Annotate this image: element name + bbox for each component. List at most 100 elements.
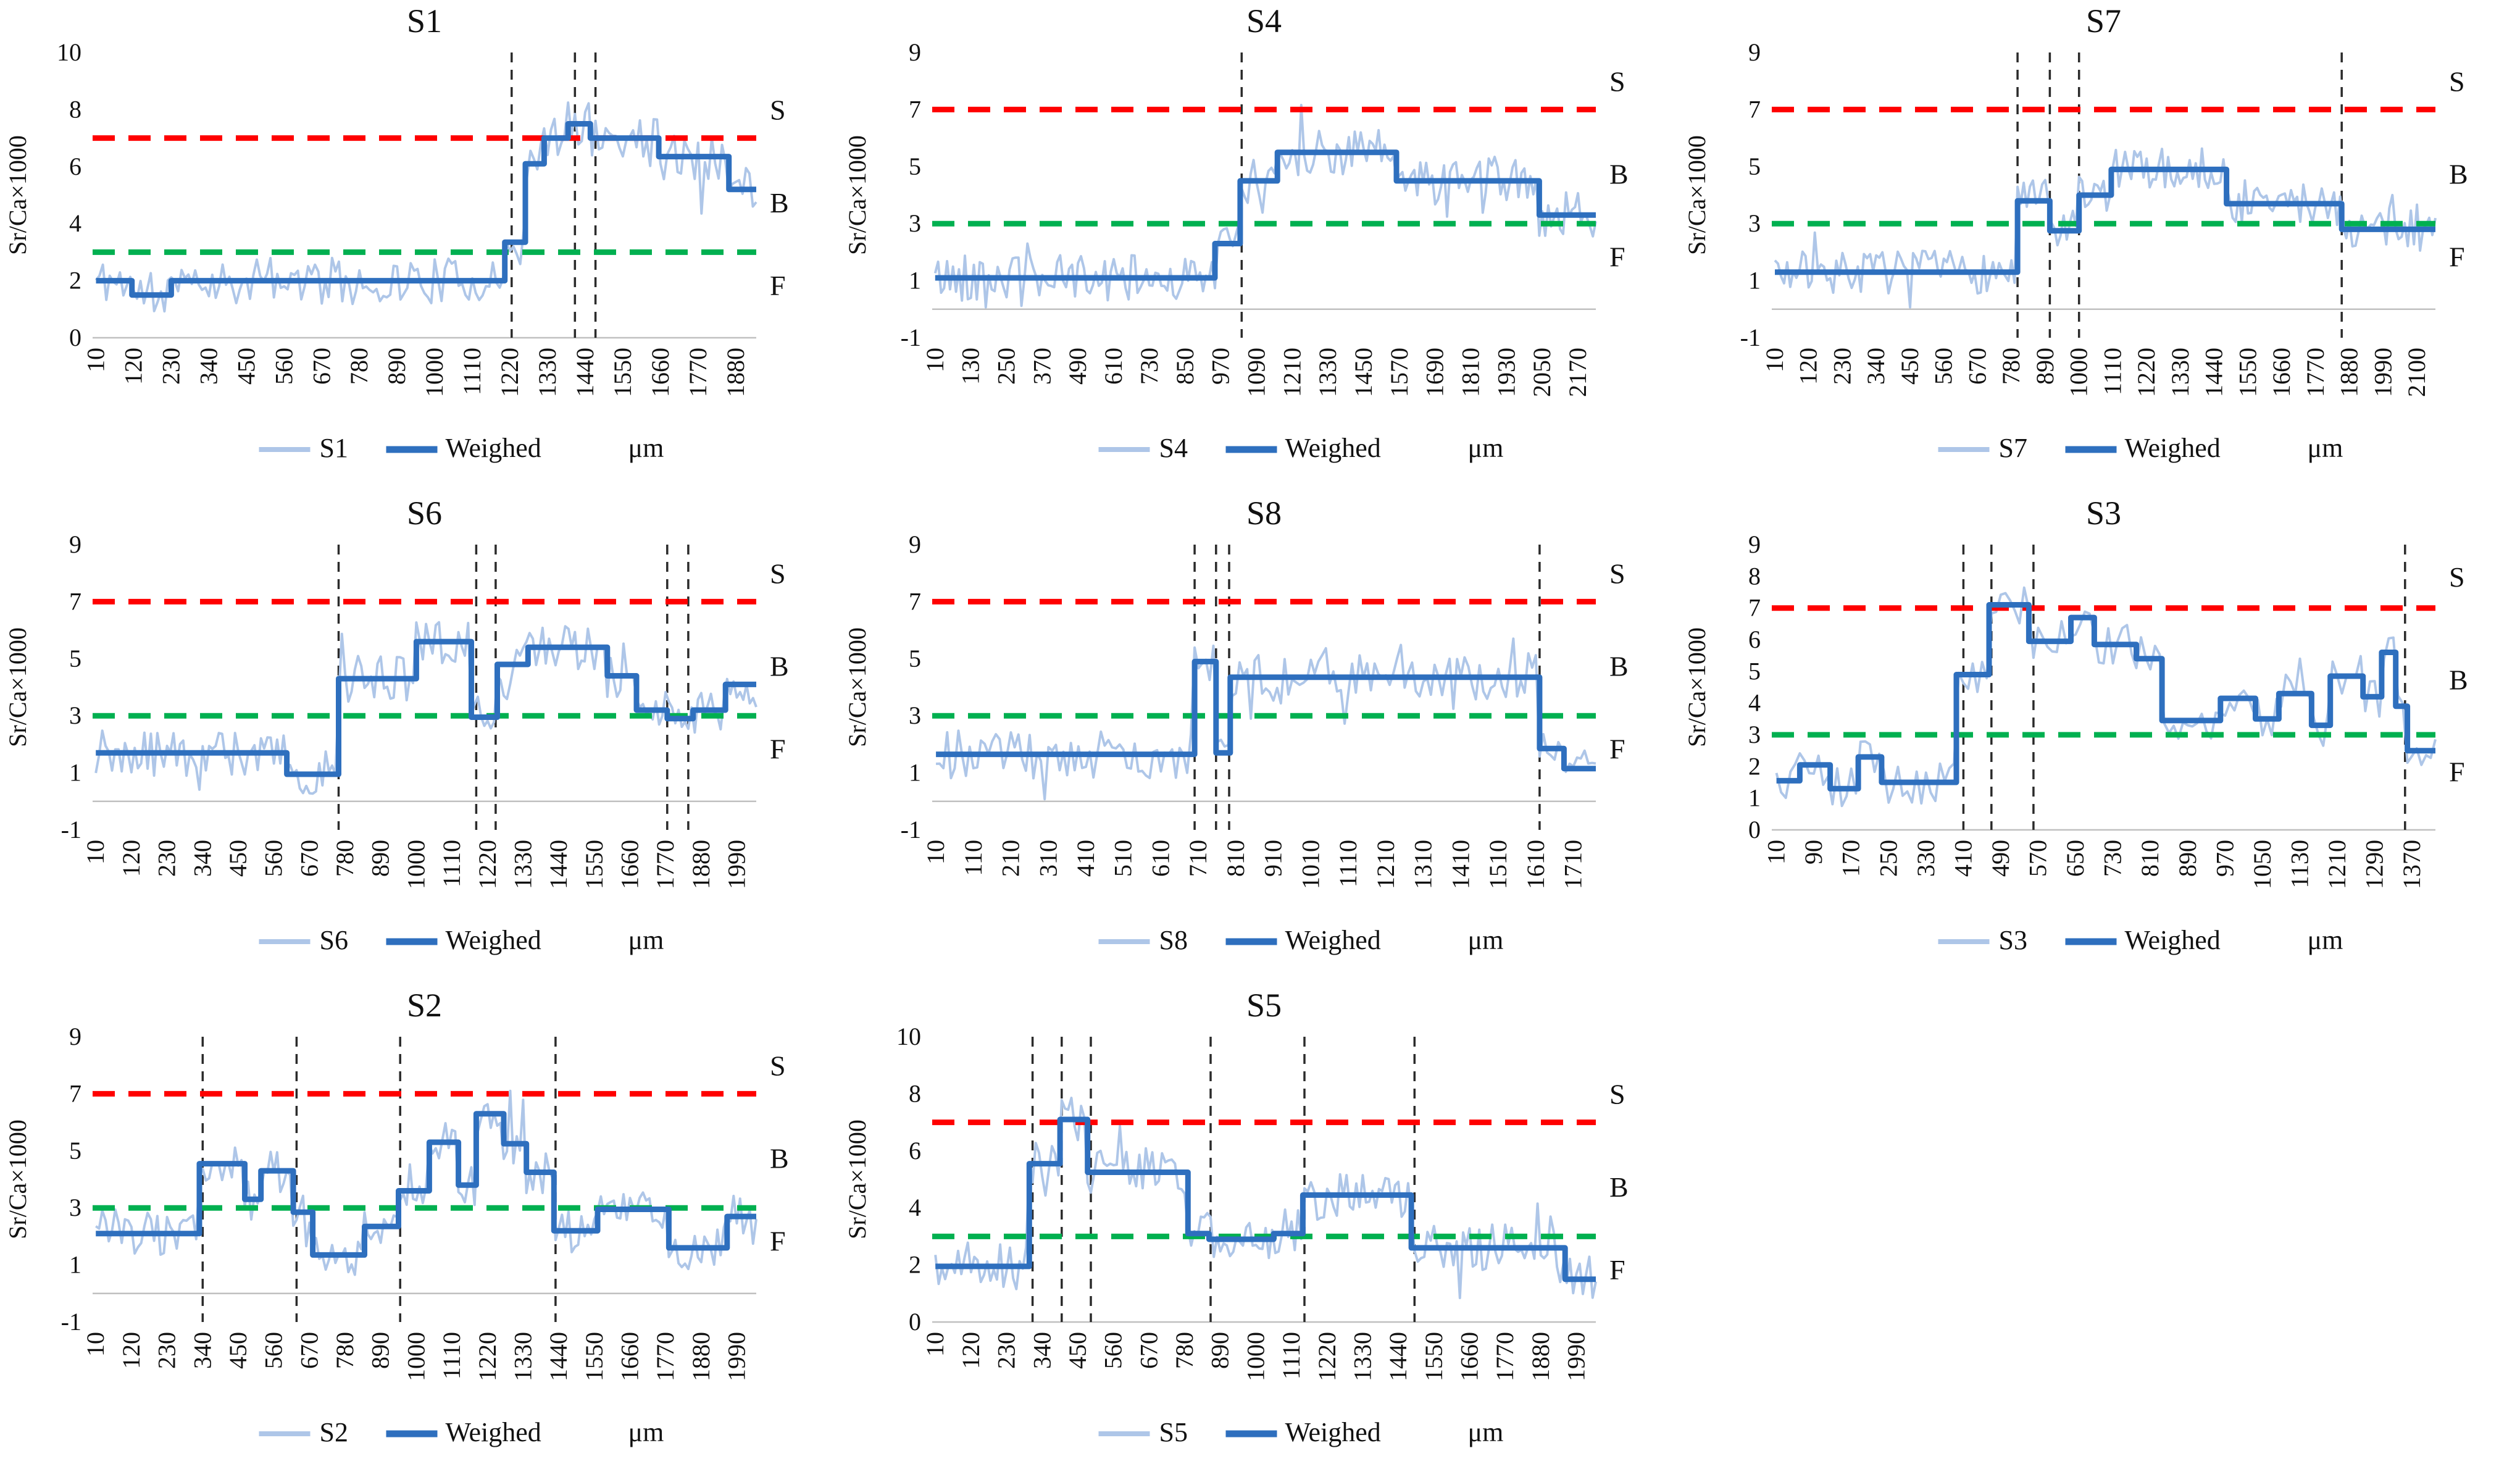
y-tick-label: 0 — [909, 1308, 921, 1336]
y-tick-label: 8 — [69, 95, 81, 123]
y-tick-label: 9 — [909, 38, 921, 66]
legend-raw-label: S8 — [1159, 925, 1188, 955]
zone-label-b: B — [1609, 651, 1629, 682]
x-tick-label: 1770 — [651, 840, 679, 889]
y-tick-label: 3 — [909, 209, 921, 237]
x-tick-label: 650 — [2061, 840, 2089, 877]
y-tick-label: 4 — [909, 1194, 921, 1221]
x-tick-label: 610 — [1147, 840, 1175, 877]
x-tick-label: 230 — [1829, 348, 1856, 385]
chart-title: S6 — [407, 495, 442, 532]
x-tick-label: 490 — [1064, 348, 1091, 385]
x-tick-label: 1310 — [1409, 840, 1437, 889]
raw-series-line — [1774, 147, 2437, 309]
x-tick-label: 1330 — [509, 1332, 536, 1381]
y-axis-label: Sr/Ca×1000 — [843, 1119, 871, 1239]
raw-series-line — [95, 1089, 757, 1276]
legend-raw-label: S3 — [1999, 925, 2027, 955]
x-tick-label: 1000 — [420, 348, 448, 397]
x-tick-label: 1000 — [1241, 1332, 1269, 1381]
x-tick-label: 1990 — [1562, 1332, 1590, 1381]
x-tick-label: 1330 — [2166, 348, 2194, 397]
x-tick-label: 670 — [295, 1332, 323, 1369]
chart-title: S1 — [407, 2, 442, 40]
x-tick-label: 670 — [307, 348, 335, 385]
zone-label-s: S — [1609, 1079, 1625, 1110]
x-tick-label: 1220 — [1313, 1332, 1341, 1381]
legend-raw-label: S1 — [320, 433, 348, 463]
raw-series-line — [1775, 586, 2437, 808]
x-tick-label: 1880 — [722, 348, 749, 397]
x-tick-label: 10 — [81, 1332, 109, 1357]
x-tick-label: 1110 — [438, 1332, 465, 1379]
x-tick-label: 1770 — [1491, 1332, 1519, 1381]
x-tick-label: 1370 — [2398, 840, 2426, 889]
weighed-series-line — [1776, 602, 2435, 792]
x-tick-label: 1440 — [544, 840, 572, 889]
y-tick-label: 5 — [1748, 153, 1761, 180]
x-tick-label: 780 — [345, 348, 373, 385]
y-tick-label: 3 — [1748, 209, 1761, 237]
zone-label-f: F — [2449, 756, 2465, 788]
legend-weighed-label: Weighed — [446, 925, 541, 955]
x-tick-label: 120 — [1795, 348, 1822, 385]
x-tick-label: 510 — [1109, 840, 1137, 877]
x-tick-label: 120 — [117, 1332, 145, 1369]
chart-svg-s4: S4 Sr/Ca×1000 -1 1 3 5 7 9 10 130 250 370 490 610 730 8… — [843, 2, 1629, 463]
x-tick-label: 1210 — [1372, 840, 1400, 889]
x-tick-label: 670 — [1963, 348, 1991, 385]
x-tick-label: 710 — [1184, 840, 1212, 877]
zone-label-s: S — [770, 1050, 786, 1082]
x-tick-label: 1610 — [1522, 840, 1550, 889]
x-tick-label: 170 — [1837, 840, 1865, 877]
x-tick-label: 340 — [188, 1332, 216, 1369]
chart-svg-s6: S6 Sr/Ca×1000 -1 1 3 5 7 9 10 120 230 340 450 560 670 7… — [4, 495, 789, 955]
weighed-series-line — [935, 149, 1596, 281]
x-tick-label: 1050 — [2248, 840, 2276, 889]
zone-label-b: B — [770, 1143, 789, 1174]
x-tick-label: 1990 — [723, 840, 751, 889]
chart-panel-s2: S2 Sr/Ca×1000 -1 1 3 5 7 9 10 120 230 340 450 560 670 7… — [0, 984, 840, 1476]
weighed-series-line — [96, 121, 756, 298]
x-tick-label: 370 — [1028, 348, 1056, 385]
x-tick-label: 230 — [153, 840, 181, 877]
y-tick-label: 7 — [909, 587, 921, 615]
y-tick-label: 1 — [69, 1251, 81, 1279]
x-tick-label: 450 — [224, 840, 252, 877]
x-tick-label: 1110 — [458, 348, 486, 395]
y-tick-label: 7 — [1748, 95, 1761, 123]
x-tick-label: 1810 — [1457, 348, 1485, 397]
x-tick-label: 1770 — [2301, 348, 2329, 397]
x-tick-label: 1550 — [609, 348, 636, 397]
chart-title: S8 — [1246, 495, 1282, 532]
x-tick-label: 1660 — [616, 840, 644, 889]
x-tick-label: 1010 — [1296, 840, 1324, 889]
x-tick-label: 1990 — [2369, 348, 2397, 397]
x-tick-label: 2050 — [1528, 348, 1556, 397]
chart-panel-s4: S4 Sr/Ca×1000 -1 1 3 5 7 9 10 130 250 370 490 610 730 8… — [840, 0, 1679, 492]
x-tick-label: 250 — [993, 348, 1020, 385]
x-tick-label: 340 — [194, 348, 222, 385]
legend-raw-label: S2 — [320, 1417, 348, 1447]
x-tick-label: 120 — [957, 1332, 985, 1369]
y-tick-label: 3 — [1748, 721, 1761, 748]
x-tick-label: 910 — [1259, 840, 1287, 877]
y-tick-label: 9 — [69, 530, 81, 558]
zone-label-s: S — [1609, 558, 1625, 590]
raw-series-line — [936, 637, 1596, 801]
x-tick-label: 1930 — [1492, 348, 1520, 397]
x-tick-label: 1770 — [684, 348, 712, 397]
x-tick-label: 1210 — [2323, 840, 2351, 889]
y-tick-label: 7 — [1748, 594, 1761, 622]
y-tick-label: 6 — [1748, 626, 1761, 653]
x-tick-label: 1220 — [474, 840, 501, 889]
x-tick-label: 1330 — [533, 348, 561, 397]
y-tick-label: 9 — [909, 530, 921, 558]
x-tick-label: 10 — [922, 840, 949, 864]
y-tick-label: 1 — [1748, 267, 1761, 295]
zone-label-b: B — [2449, 664, 2468, 696]
x-tick-label: 1220 — [474, 1332, 501, 1381]
x-tick-label: 10 — [921, 348, 949, 372]
x-tick-label: 310 — [1034, 840, 1062, 877]
